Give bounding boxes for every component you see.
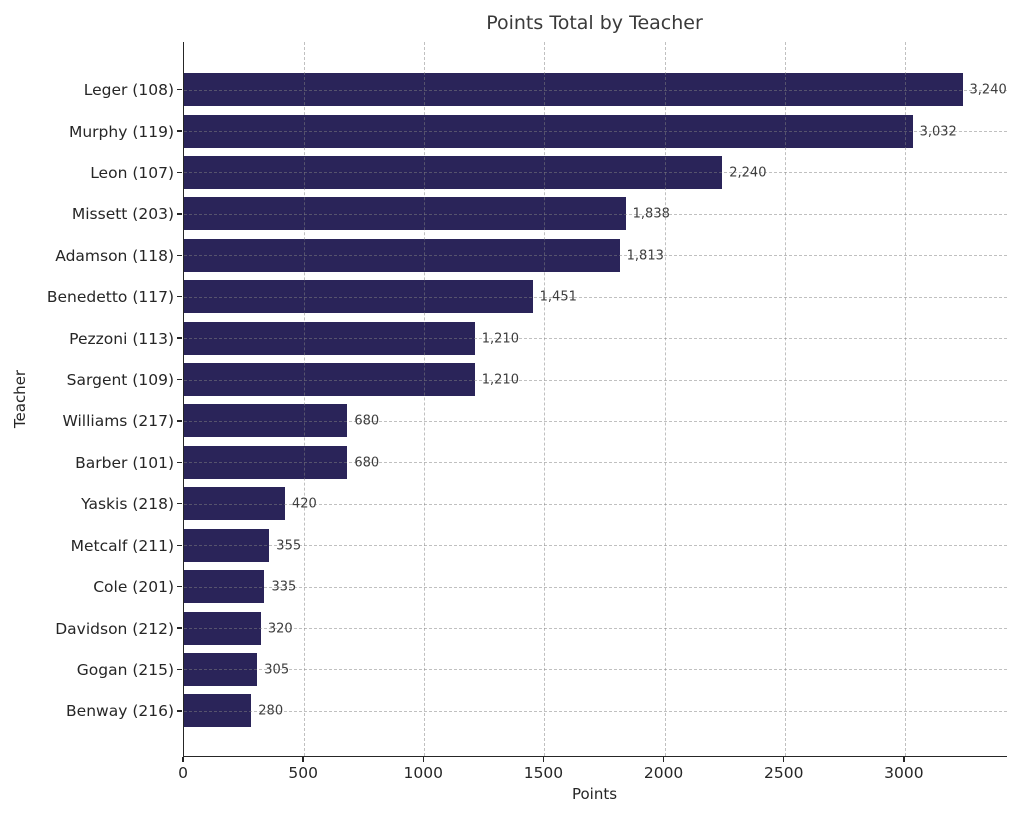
y-gridline — [184, 213, 1007, 215]
y-tick-mark — [177, 296, 182, 298]
y-tick-label: Benedetto (117) — [46, 288, 174, 307]
y-tick-label: Metcalf (211) — [70, 536, 174, 555]
y-gridline — [184, 89, 1007, 91]
y-tick-label: Murphy (119) — [68, 122, 174, 141]
plot-area: 3,240 3,032 2,240 1,838 1,813 1,451 1,210 1,210… — [183, 42, 1007, 757]
bar-value-label: 305 — [264, 662, 290, 678]
y-gridline — [184, 503, 1007, 505]
y-tick-mark — [177, 503, 182, 505]
y-gridline — [184, 420, 1007, 422]
y-tick-label: Leger (108) — [83, 81, 174, 100]
x-tick-label: 3000 — [884, 764, 924, 782]
x-gridline — [664, 42, 666, 756]
y-tick-label: Benway (216) — [66, 702, 174, 721]
y-tick-mark — [177, 378, 182, 381]
x-tick-mark — [783, 757, 785, 762]
x-tick-mark — [422, 757, 424, 762]
y-tick-label: Leon (107) — [90, 163, 174, 182]
y-tick-mark — [177, 213, 182, 215]
y-tick-label: Adamson (118) — [55, 246, 174, 265]
y-gridline — [184, 379, 1007, 381]
x-tick-mark — [903, 757, 905, 762]
y-tick-label: Davidson (212) — [55, 619, 174, 638]
y-tick-mark — [177, 627, 182, 629]
y-tick-label: Cole (201) — [93, 578, 174, 597]
x-tick-label: 1500 — [523, 764, 564, 782]
bar-value-label: 1,210 — [481, 331, 519, 347]
y-tick-mark — [177, 668, 182, 671]
x-tick-mark — [302, 757, 304, 762]
y-tick-mark — [177, 544, 182, 546]
bar-value-label: 320 — [267, 621, 293, 637]
bar-value-label: 680 — [354, 413, 380, 429]
x-tick-label: 2000 — [643, 764, 684, 782]
x-gridline — [424, 42, 426, 756]
bar-value-label: 355 — [276, 538, 302, 554]
bar-value-label: 335 — [271, 579, 297, 595]
bar-value-label: 680 — [354, 455, 380, 471]
y-tick-mark — [177, 254, 182, 256]
y-tick-label: Barber (101) — [75, 453, 174, 472]
y-tick-mark — [177, 710, 182, 712]
chart-title: Points Total by Teacher — [486, 12, 703, 34]
y-gridline — [184, 710, 1007, 712]
bar-value-label: 280 — [258, 703, 284, 719]
bar-value-label: 1,838 — [632, 206, 670, 222]
y-tick-label: Missett (203) — [71, 205, 174, 224]
y-tick-label: Sargent (109) — [66, 371, 174, 390]
x-tick-label: 0 — [178, 764, 188, 782]
y-tick-mark — [177, 461, 182, 464]
x-axis-label: Points — [571, 785, 618, 803]
y-gridline — [184, 172, 1007, 174]
x-gridline — [304, 42, 306, 756]
y-gridline — [184, 255, 1007, 257]
y-gridline — [184, 628, 1007, 630]
bar-value-label: 3,032 — [919, 124, 957, 140]
y-tick-mark — [177, 337, 182, 339]
y-tick-mark — [177, 130, 182, 132]
y-tick-label: Pezzoni (113) — [69, 329, 174, 348]
x-tick-mark — [542, 757, 545, 762]
y-gridline — [184, 131, 1007, 133]
bar-value-label: 1,451 — [539, 289, 577, 305]
bar-value-label: 420 — [291, 496, 317, 512]
y-tick-label: Williams (217) — [62, 412, 175, 431]
x-gridline — [784, 42, 786, 756]
y-gridline — [184, 462, 1007, 464]
y-tick-label: Gogan (215) — [76, 660, 174, 679]
bar-value-label: 2,240 — [729, 165, 767, 181]
x-tick-label: 2500 — [763, 764, 804, 782]
x-tick-mark — [182, 757, 184, 762]
y-tick-label: Yaskis (218) — [81, 495, 174, 514]
y-tick-mark — [177, 88, 182, 91]
x-gridline — [544, 42, 546, 756]
bar-value-label: 3,240 — [969, 82, 1007, 98]
y-gridline — [184, 545, 1007, 547]
y-gridline — [184, 296, 1007, 298]
y-gridline — [184, 338, 1007, 340]
y-tick-mark — [177, 585, 182, 588]
y-axis-label: Teacher — [11, 369, 29, 429]
x-tick-mark — [662, 757, 665, 762]
y-gridline — [184, 586, 1007, 588]
bar-value-label: 1,813 — [626, 248, 664, 264]
x-tick-label: 500 — [288, 764, 318, 782]
y-tick-mark — [177, 420, 182, 422]
x-tick-label: 1000 — [403, 764, 444, 782]
y-gridline — [184, 669, 1007, 671]
y-tick-mark — [177, 171, 182, 174]
bar-value-label: 1,210 — [481, 372, 519, 388]
x-gridline — [904, 42, 906, 756]
